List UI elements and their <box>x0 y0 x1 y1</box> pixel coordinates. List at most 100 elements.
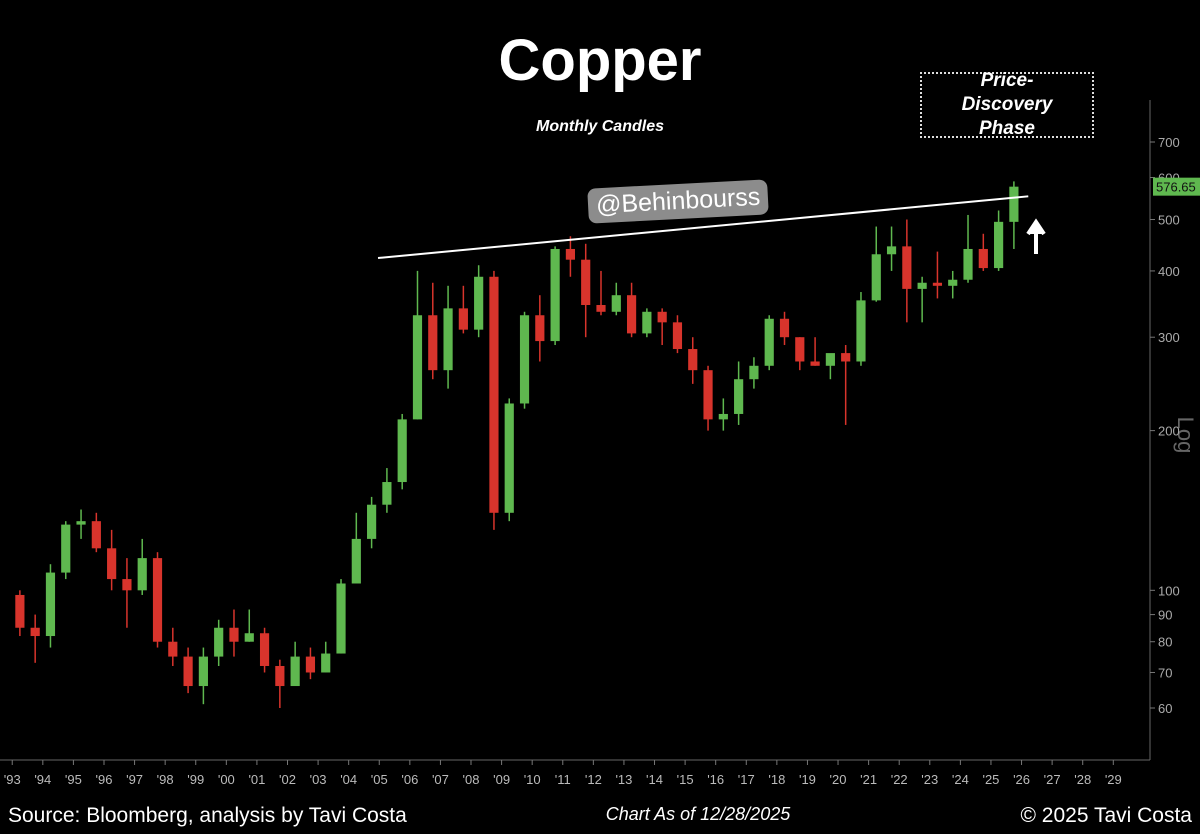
candle-body <box>229 627 239 642</box>
candle-body <box>703 370 713 420</box>
candle-body <box>657 311 667 323</box>
x-tick-label: '01 <box>248 772 265 787</box>
copyright: © 2025 Tavi Costa <box>1020 804 1192 827</box>
y-tick-label: 90 <box>1158 608 1172 623</box>
y-tick-label: 80 <box>1158 635 1172 650</box>
x-tick-label: '11 <box>555 772 571 787</box>
candle-body <box>795 337 805 362</box>
x-tick-label: '93 <box>4 772 21 787</box>
x-tick-label: '22 <box>891 772 908 787</box>
candle-body <box>902 246 912 289</box>
candle-body <box>718 413 728 420</box>
x-tick-label: '08 <box>463 772 480 787</box>
candle-body <box>963 248 973 280</box>
candle-body <box>474 276 484 330</box>
x-tick-label: '05 <box>371 772 388 787</box>
x-tick-label: '19 <box>799 772 816 787</box>
candle-body <box>61 524 71 573</box>
candle-body <box>764 318 774 366</box>
candle-body <box>825 353 835 366</box>
candle-body <box>275 665 285 687</box>
chart-title: Copper <box>499 28 702 93</box>
candle-body <box>76 521 86 525</box>
x-tick-label: '21 <box>860 772 877 787</box>
candle-body <box>504 403 514 513</box>
candle-body <box>137 558 147 591</box>
x-tick-label: '03 <box>310 772 327 787</box>
candle-body <box>688 349 698 371</box>
candle-body <box>581 259 591 306</box>
x-tick-label: '18 <box>768 772 785 787</box>
candle-body <box>535 315 545 342</box>
x-tick-label: '02 <box>279 772 296 787</box>
y-tick-label: 100 <box>1158 583 1180 598</box>
x-tick-label: '27 <box>1044 772 1061 787</box>
x-tick-label: '06 <box>401 772 418 787</box>
candle-body <box>198 656 208 687</box>
x-tick-label: '12 <box>585 772 602 787</box>
y-tick-label: 60 <box>1158 701 1172 716</box>
candle-body <box>397 419 407 483</box>
candle-body <box>749 365 759 380</box>
candle-body <box>841 353 851 362</box>
annotation-box: Price-Discovery Phase <box>920 70 1094 139</box>
x-tick-label: '15 <box>677 772 694 787</box>
x-tick-label: '25 <box>982 772 999 787</box>
candle-body <box>259 633 270 666</box>
candle-body <box>321 653 331 673</box>
x-tick-label: '17 <box>738 772 755 787</box>
source: Source: Bloomberg, analysis by Tavi Cost… <box>8 804 407 827</box>
candle-body <box>519 315 530 404</box>
candle-body <box>214 627 224 657</box>
y-tick-label: 400 <box>1158 264 1180 279</box>
candle-body <box>672 322 683 350</box>
x-tick-label: '16 <box>707 772 724 787</box>
candle-body <box>871 254 881 301</box>
as-of: Chart As of 12/28/2025 <box>606 804 791 824</box>
candle-body <box>642 311 652 334</box>
y-tick-label: 200 <box>1158 424 1180 439</box>
candle-body <box>565 248 575 260</box>
last-price-label: 576.65 <box>1156 180 1196 195</box>
candle-body <box>91 521 101 549</box>
y-tick-label: 300 <box>1158 330 1180 345</box>
x-tick-label: '98 <box>157 772 174 787</box>
x-tick-label: '29 <box>1105 772 1122 787</box>
candle-body <box>611 295 621 312</box>
candle-body <box>734 379 744 414</box>
x-tick-label: '26 <box>1013 772 1030 787</box>
candle-body <box>412 315 423 420</box>
candle-body <box>443 308 453 371</box>
candle-body <box>15 594 25 628</box>
x-tick-label: '28 <box>1074 772 1091 787</box>
candle-body <box>994 221 1004 269</box>
candle-body <box>1009 186 1019 222</box>
arrow <box>1026 218 1046 254</box>
last-price-tag <box>1153 177 1200 196</box>
candle-body <box>152 558 163 642</box>
candle-body <box>382 482 392 505</box>
candle-body <box>596 305 606 312</box>
candle-body <box>45 572 56 637</box>
x-tick-label: '13 <box>615 772 632 787</box>
x-tick-label: '99 <box>187 772 204 787</box>
y-tick-label: 700 <box>1158 135 1180 150</box>
x-tick-label: '97 <box>126 772 143 787</box>
x-tick-label: '94 <box>34 772 51 787</box>
x-tick-label: '04 <box>340 772 357 787</box>
x-tick-label: '07 <box>432 772 449 787</box>
x-tick-label: '14 <box>646 772 663 787</box>
candle-body <box>367 504 377 539</box>
candle-body <box>626 295 637 334</box>
candle-body <box>183 656 193 687</box>
candle-body <box>428 315 438 371</box>
candle-body <box>978 248 988 269</box>
x-tick-label: '23 <box>921 772 938 787</box>
candle-body <box>107 548 117 580</box>
x-tick-label: '10 <box>524 772 541 787</box>
candle-body <box>917 282 927 289</box>
candle-body <box>336 583 346 654</box>
candle-body <box>290 656 300 687</box>
